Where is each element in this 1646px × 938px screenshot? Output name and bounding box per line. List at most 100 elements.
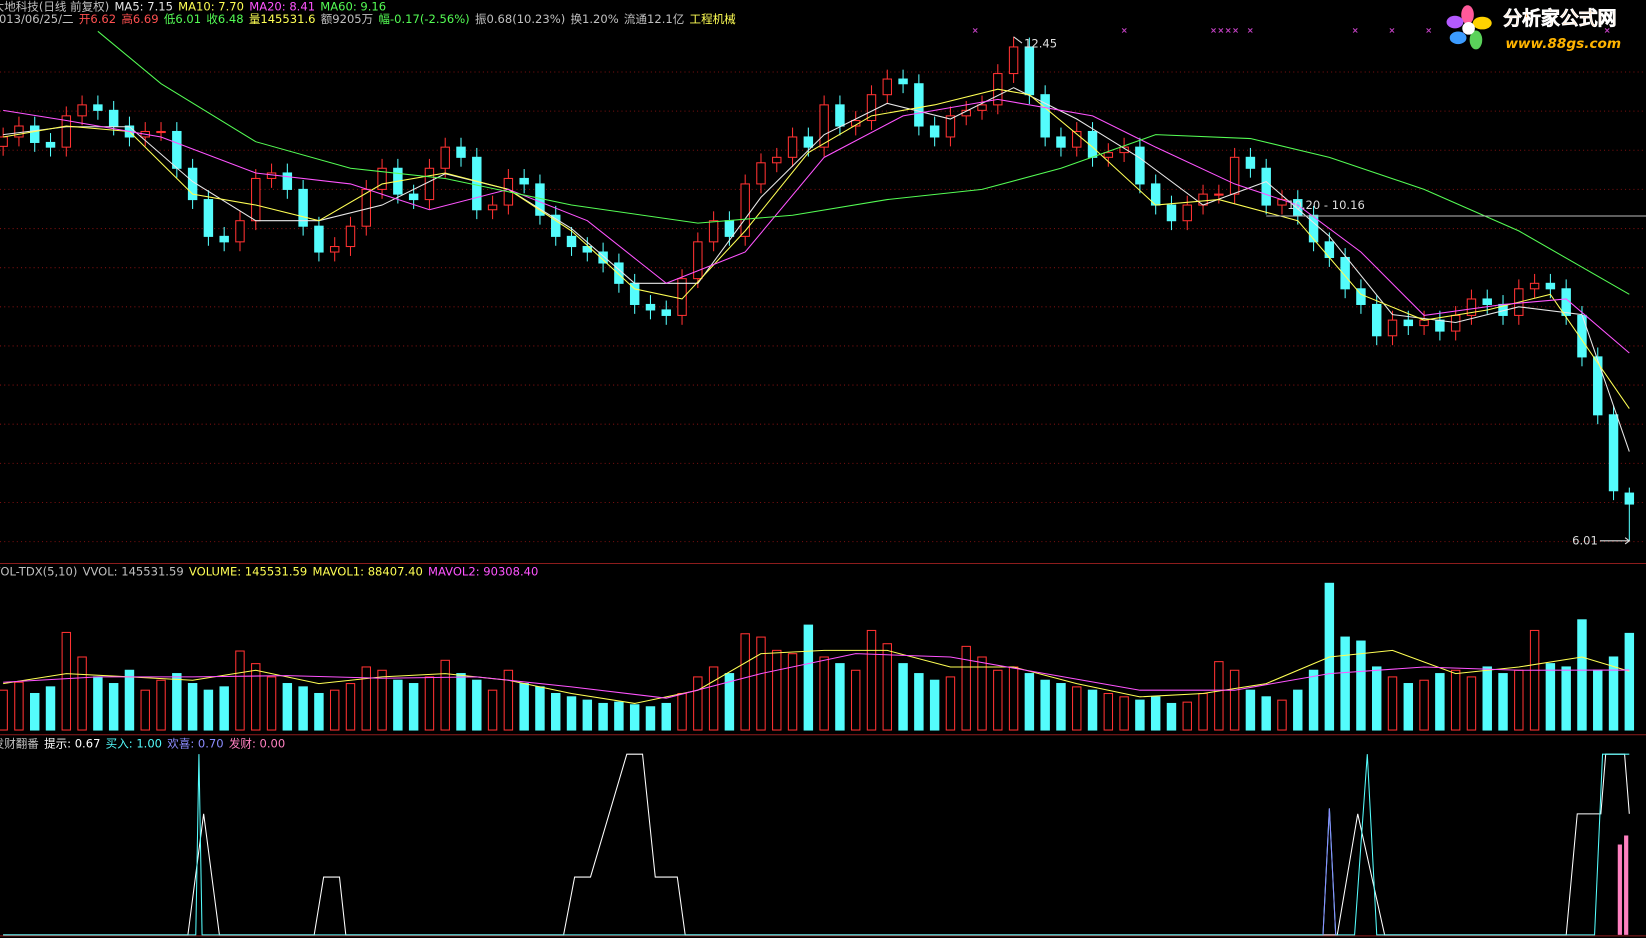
volume-bar: [93, 676, 103, 731]
candle-body: [724, 220, 735, 237]
panel-header: VOL-TDX(5,10) VVOL: 145531.59 VOLUME: 1455…: [0, 564, 538, 578]
header-item: VOLUME: 145531.59: [189, 564, 307, 578]
candle-body: [614, 262, 624, 284]
volume-bar: [282, 683, 293, 731]
volume-bar: [582, 699, 593, 731]
volume-bar: [1403, 683, 1414, 731]
candle-body: [756, 162, 766, 185]
header-item: 低6.01: [164, 11, 201, 25]
header-item: 发财翻番: [0, 736, 39, 750]
volume-bar: [1277, 699, 1287, 731]
candle-body: [203, 199, 214, 237]
volume-bar: [393, 679, 403, 731]
volume-bar: [898, 663, 908, 731]
header-item: MA10: 7.70: [178, 0, 244, 13]
candle-body: [1387, 319, 1398, 337]
candle-body: [1119, 146, 1129, 154]
header-item: 高6.69: [121, 11, 158, 25]
indicator-line: [3, 87, 1630, 452]
candle-body: [0, 136, 8, 147]
volume-bar: [345, 683, 356, 731]
volume-bar: [1024, 673, 1035, 731]
logo-url: www.88gs.com: [1505, 36, 1621, 52]
panel-header: 2013/06/25/二开6.62 高6.69 低6.01 收6.48 量145531.…: [0, 11, 736, 25]
volume-bar: [1577, 619, 1587, 731]
volume-bar: [519, 683, 529, 731]
header-item: 额9205万: [321, 11, 373, 25]
annotation-leader: [1013, 36, 1023, 44]
volume-bar: [1182, 701, 1192, 731]
candle-body: [1593, 356, 1603, 416]
header-item: VOL-TDX(5,10): [0, 564, 77, 578]
volume-bar: [1514, 669, 1524, 731]
volume-bar: [1371, 666, 1382, 731]
candle-body: [440, 146, 450, 169]
volume-bar: [1308, 669, 1319, 731]
volume-bar: [772, 649, 782, 731]
volume-bar: [945, 676, 956, 731]
candle-body: [282, 172, 293, 190]
volume-bar: [1293, 689, 1303, 731]
candle-body: [977, 104, 987, 111]
volume-bar: [298, 686, 308, 731]
candle-body: [487, 204, 498, 211]
volume-bar: [203, 689, 214, 731]
header-item: 提示: 0.67: [44, 736, 100, 750]
volume-bar: [724, 673, 735, 731]
candle-body: [266, 172, 277, 179]
candle-body: [251, 177, 261, 222]
volume-bar: [456, 673, 466, 731]
volume-bar: [1529, 629, 1540, 731]
candle-body: [566, 235, 577, 248]
volume-bar: [1198, 692, 1208, 731]
panel-header: 大地科技(日线 前复权) MA5: 7.15 MA10: 7.70 MA20: 8.4…: [0, 0, 386, 13]
indicator-line: [1322, 808, 1337, 935]
header-item: MA20: 8.41: [249, 0, 315, 13]
volume-bar: [566, 696, 577, 731]
volume-bar: [661, 702, 671, 731]
candle-body: [945, 115, 956, 138]
volume-bar: [835, 663, 845, 731]
volume-bar: [1229, 669, 1240, 731]
volume-bar: [1419, 679, 1429, 731]
candle-body: [1529, 282, 1540, 290]
volume-bar: [1166, 702, 1177, 731]
volume-bar: [0, 689, 8, 731]
logo-petal: [1472, 16, 1492, 30]
candle-body: [472, 156, 482, 211]
candle-body: [30, 125, 40, 143]
volume-bar: [1498, 673, 1508, 731]
candle-body: [1056, 136, 1066, 148]
candle-body: [1072, 130, 1082, 148]
indicator-line: [3, 753, 1630, 936]
logo-petal: [1449, 31, 1467, 45]
candle-body: [866, 94, 877, 122]
candle-body: [14, 125, 24, 138]
panel-header: 发财翻番提示: 0.67 买入: 1.00 欢喜: 0.70 发财: 0.00: [0, 736, 285, 750]
candle-body: [156, 130, 166, 134]
candle-body: [1135, 146, 1145, 185]
candle-body: [1435, 319, 1445, 332]
header-item: 流通12.1亿: [624, 11, 684, 25]
header-item: 振0.68(10.23%): [475, 11, 565, 25]
volume-bar: [1545, 663, 1556, 731]
candle-body: [108, 109, 119, 127]
candle-body: [1482, 298, 1492, 305]
volume-bar: [993, 669, 1003, 731]
header-item: MA5: 7.15: [114, 0, 172, 13]
arrow-head: [1624, 537, 1631, 545]
header-item: 大地科技(日线 前复权): [0, 0, 109, 13]
candle-body: [582, 246, 593, 253]
candle-body: [93, 104, 103, 111]
candle-body: [914, 83, 924, 127]
volume-bar: [1435, 673, 1445, 731]
volume-bar: [61, 631, 72, 731]
candle-body: [377, 167, 387, 190]
volume-bar: [977, 656, 987, 731]
volume-bar: [756, 636, 766, 731]
volume-bar: [156, 679, 166, 731]
volume-bar: [77, 656, 87, 731]
candle-body: [551, 214, 561, 237]
volume-bar: [1387, 676, 1398, 731]
